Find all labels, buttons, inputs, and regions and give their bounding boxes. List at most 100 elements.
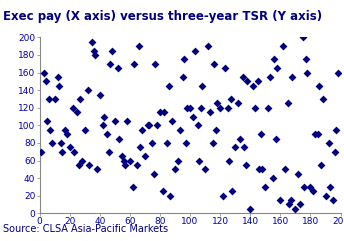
- Point: [46, 97, 51, 101]
- Point: [94, 167, 99, 171]
- Point: [109, 49, 115, 53]
- Point: [200, 84, 205, 88]
- Point: [305, 71, 310, 74]
- Point: [121, 159, 127, 162]
- Point: [257, 167, 262, 171]
- Point: [115, 66, 121, 70]
- Point: [245, 80, 250, 83]
- Point: [285, 101, 291, 105]
- Point: [202, 167, 208, 171]
- Point: [236, 101, 241, 105]
- Point: [211, 62, 217, 66]
- Point: [260, 167, 265, 171]
- Point: [82, 128, 87, 132]
- Point: [312, 132, 318, 136]
- Point: [62, 128, 68, 132]
- Point: [124, 119, 130, 123]
- Point: [180, 75, 185, 79]
- Point: [127, 159, 133, 162]
- Point: [273, 137, 279, 141]
- Point: [147, 123, 152, 127]
- Point: [169, 119, 175, 123]
- Point: [248, 207, 253, 211]
- Point: [181, 57, 187, 61]
- Point: [60, 150, 65, 154]
- Point: [233, 145, 238, 149]
- Point: [296, 172, 301, 176]
- Point: [330, 198, 336, 202]
- Point: [275, 66, 280, 70]
- Point: [151, 172, 157, 176]
- Point: [43, 80, 48, 83]
- Point: [162, 110, 167, 114]
- Point: [150, 141, 155, 145]
- Point: [153, 62, 158, 66]
- Point: [91, 49, 96, 53]
- Point: [262, 185, 268, 189]
- Point: [38, 150, 44, 154]
- Text: Exec pay (X axis) versus three-year TSR (Y axis): Exec pay (X axis) versus three-year TSR …: [3, 10, 323, 23]
- Point: [58, 141, 63, 145]
- Point: [130, 185, 136, 189]
- Point: [225, 106, 230, 110]
- Point: [250, 84, 256, 88]
- Point: [315, 132, 321, 136]
- Point: [44, 119, 50, 123]
- Point: [172, 167, 178, 171]
- Point: [67, 145, 72, 149]
- Point: [165, 141, 170, 145]
- Point: [101, 115, 107, 119]
- Point: [210, 141, 215, 145]
- Point: [122, 163, 128, 167]
- Point: [86, 163, 92, 167]
- Point: [243, 163, 248, 167]
- Point: [317, 84, 322, 88]
- Point: [192, 49, 197, 53]
- Point: [258, 132, 264, 136]
- Point: [205, 44, 211, 48]
- Point: [214, 101, 220, 105]
- Point: [241, 145, 247, 149]
- Point: [293, 207, 298, 211]
- Point: [335, 71, 340, 74]
- Point: [266, 106, 271, 110]
- Point: [332, 150, 337, 154]
- Point: [187, 106, 193, 110]
- Point: [190, 115, 196, 119]
- Point: [72, 150, 77, 154]
- Point: [106, 150, 111, 154]
- Point: [52, 97, 57, 101]
- Point: [228, 97, 234, 101]
- Point: [217, 106, 223, 110]
- Point: [166, 84, 172, 88]
- Point: [221, 194, 226, 198]
- Point: [64, 132, 69, 136]
- Point: [320, 97, 325, 101]
- Point: [93, 53, 98, 57]
- Point: [154, 123, 160, 127]
- Point: [308, 185, 313, 189]
- Point: [70, 106, 75, 110]
- Point: [41, 71, 47, 74]
- Point: [198, 106, 203, 110]
- Point: [195, 123, 200, 127]
- Point: [267, 75, 272, 79]
- Point: [327, 185, 333, 189]
- Point: [252, 106, 258, 110]
- Point: [142, 154, 148, 158]
- Point: [278, 198, 283, 202]
- Point: [213, 128, 218, 132]
- Point: [47, 128, 53, 132]
- Point: [229, 189, 235, 193]
- Point: [55, 75, 61, 79]
- Point: [74, 110, 80, 114]
- Point: [184, 106, 190, 110]
- Point: [77, 97, 83, 101]
- Point: [281, 44, 286, 48]
- Point: [97, 93, 103, 96]
- Point: [108, 62, 113, 66]
- Point: [270, 176, 276, 180]
- Point: [326, 141, 331, 145]
- Point: [105, 132, 110, 136]
- Point: [117, 137, 122, 141]
